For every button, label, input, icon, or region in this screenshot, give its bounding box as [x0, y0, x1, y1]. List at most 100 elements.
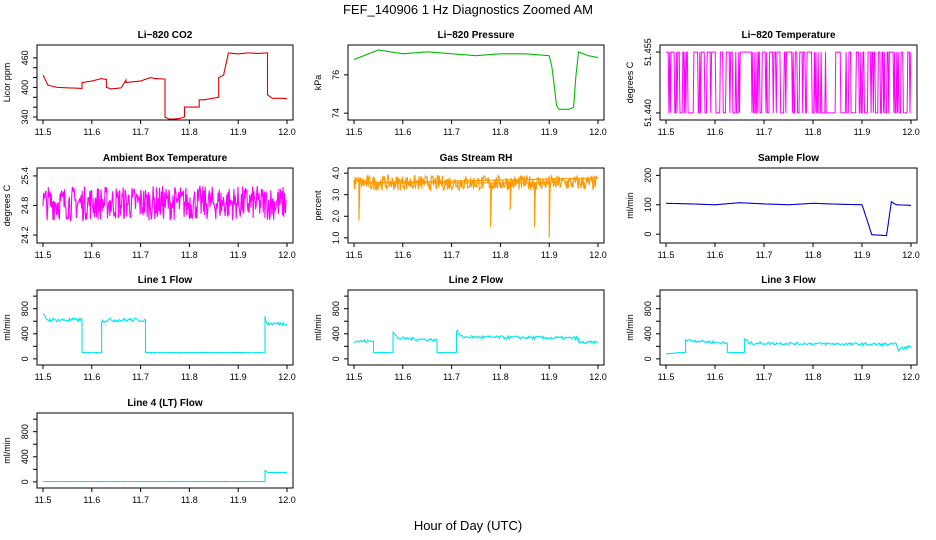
plot-title-co2: Li−820 CO2 [138, 30, 193, 41]
y-tick-label-line1: 800 [20, 301, 30, 316]
x-tick-label-line2: 11.9 [541, 372, 558, 382]
y-label-pressure: kPa [313, 75, 323, 91]
plot-title-line1: Line 1 Flow [138, 275, 193, 286]
x-tick-label-temp: 11.7 [756, 127, 773, 137]
x-tick-label-sample: 11.8 [805, 250, 822, 260]
x-tick-label-co2: 11.8 [181, 127, 198, 137]
x-axis-title: Hour of Day (UTC) [413, 518, 523, 533]
x-tick-label-rh: 11.6 [394, 250, 411, 260]
x-tick-label-line4: 11.7 [132, 495, 149, 505]
x-tick-label-pressure: 12.0 [589, 127, 607, 137]
x-tick-label-temp: 12.0 [902, 127, 920, 137]
y-tick-label-ambient: 25.4 [20, 167, 30, 185]
plot-frame-line2 [347, 289, 605, 366]
y-tick-label-line2: 800 [331, 301, 341, 316]
x-tick-label-pressure: 11.6 [394, 127, 411, 137]
x-tick-label-line3: 11.9 [854, 372, 871, 382]
plot-title-line4: Line 4 (LT) Flow [127, 398, 203, 409]
x-tick-label-pressure: 11.5 [346, 127, 363, 137]
x-tick-label-ambient: 12.0 [278, 250, 296, 260]
x-tick-label-sample: 11.6 [707, 250, 724, 260]
x-tick-label-ambient: 11.5 [35, 250, 52, 260]
x-tick-label-line1: 11.5 [35, 372, 52, 382]
x-tick-label-sample: 11.5 [658, 250, 675, 260]
y-label-co2: Licor ppm [2, 63, 12, 103]
x-tick-label-rh: 11.7 [443, 250, 460, 260]
y-tick-label-temp: 51.455 [643, 38, 653, 66]
y-tick-label-rh: 1.0 [331, 232, 341, 245]
y-tick-label-line4: 800 [20, 424, 30, 439]
x-tick-label-line2: 11.7 [443, 372, 460, 382]
plot-title-line2: Line 2 Flow [449, 275, 504, 286]
plot-frame-line1 [36, 289, 294, 366]
x-tick-label-line4: 12.0 [278, 495, 296, 505]
y-tick-label-ambient: 24.2 [20, 226, 30, 244]
x-tick-label-ambient: 11.8 [181, 250, 198, 260]
x-tick-label-line1: 11.7 [132, 372, 149, 382]
x-tick-label-line1: 12.0 [278, 372, 296, 382]
plot-title-rh: Gas Stream RH [440, 153, 513, 164]
x-tick-label-line3: 12.0 [902, 372, 920, 382]
y-tick-label-line3: 400 [643, 326, 653, 341]
data-series-temp [666, 51, 912, 114]
y-label-line1: ml/min [2, 314, 12, 341]
y-label-line4: ml/min [2, 437, 12, 464]
y-tick-label-sample: 0 [643, 232, 653, 237]
y-tick-label-sample: 100 [643, 197, 653, 212]
y-label-rh: percent [313, 190, 323, 221]
plot-frame-sample [659, 167, 918, 244]
x-tick-label-line1: 11.8 [181, 372, 198, 382]
data-series-ambient [42, 184, 288, 223]
data-series-pressure [353, 49, 599, 110]
y-tick-label-rh: 3.0 [331, 188, 341, 201]
y-tick-label-line4: 400 [20, 449, 30, 464]
y-tick-label-line3: 800 [643, 301, 653, 316]
data-series-line2 [353, 329, 599, 354]
x-tick-label-line2: 11.6 [394, 372, 411, 382]
y-tick-label-line4: 0 [20, 479, 30, 484]
plot-frame-co2 [36, 44, 294, 121]
x-tick-label-sample: 11.7 [756, 250, 773, 260]
x-tick-label-line3: 11.6 [707, 372, 724, 382]
y-tick-label-co2: 340 [20, 109, 30, 124]
x-tick-label-temp: 11.9 [854, 127, 871, 137]
plot-frame-pressure [347, 44, 605, 121]
x-tick-label-line2: 11.8 [492, 372, 509, 382]
y-tick-label-line3: 0 [643, 356, 653, 361]
y-tick-label-pressure: 76 [331, 70, 341, 80]
x-tick-label-ambient: 11.7 [132, 250, 149, 260]
x-tick-label-ambient: 11.6 [83, 250, 100, 260]
plot-frame-line3 [659, 289, 918, 366]
x-tick-label-line2: 12.0 [589, 372, 607, 382]
y-tick-label-co2: 400 [20, 80, 30, 95]
x-tick-label-line3: 11.8 [805, 372, 822, 382]
data-series-line3 [665, 338, 912, 355]
x-tick-label-pressure: 11.9 [541, 127, 558, 137]
x-tick-label-pressure: 11.7 [443, 127, 460, 137]
x-tick-label-temp: 11.5 [658, 127, 675, 137]
y-label-ambient: degrees C [2, 184, 12, 226]
y-label-line2: ml/min [313, 314, 323, 341]
y-label-sample: ml/min [625, 192, 635, 219]
x-tick-label-pressure: 11.8 [492, 127, 509, 137]
y-tick-label-rh: 4.0 [331, 167, 341, 180]
y-tick-label-line2: 400 [331, 326, 341, 341]
x-tick-label-temp: 11.6 [707, 127, 724, 137]
plot-title-temp: Li−820 Temperature [741, 30, 835, 41]
x-tick-label-rh: 11.5 [346, 250, 363, 260]
x-tick-label-line3: 11.7 [756, 372, 773, 382]
plot-title-sample: Sample Flow [758, 153, 819, 164]
page-title: FEF_140906 1 Hz Diagnostics Zoomed AM [342, 2, 593, 17]
y-tick-label-ambient: 24.8 [20, 197, 30, 215]
x-tick-label-co2: 11.7 [132, 127, 149, 137]
x-tick-label-temp: 11.8 [805, 127, 822, 137]
y-tick-label-sample: 200 [643, 168, 653, 183]
data-series-rh [353, 173, 599, 238]
x-tick-label-line2: 11.5 [346, 372, 363, 382]
y-label-line3: ml/min [625, 314, 635, 341]
x-tick-label-line4: 11.8 [181, 495, 198, 505]
y-label-temp: degrees C [625, 61, 635, 103]
x-tick-label-ambient: 11.9 [230, 250, 247, 260]
plot-frame-line4 [36, 412, 294, 489]
